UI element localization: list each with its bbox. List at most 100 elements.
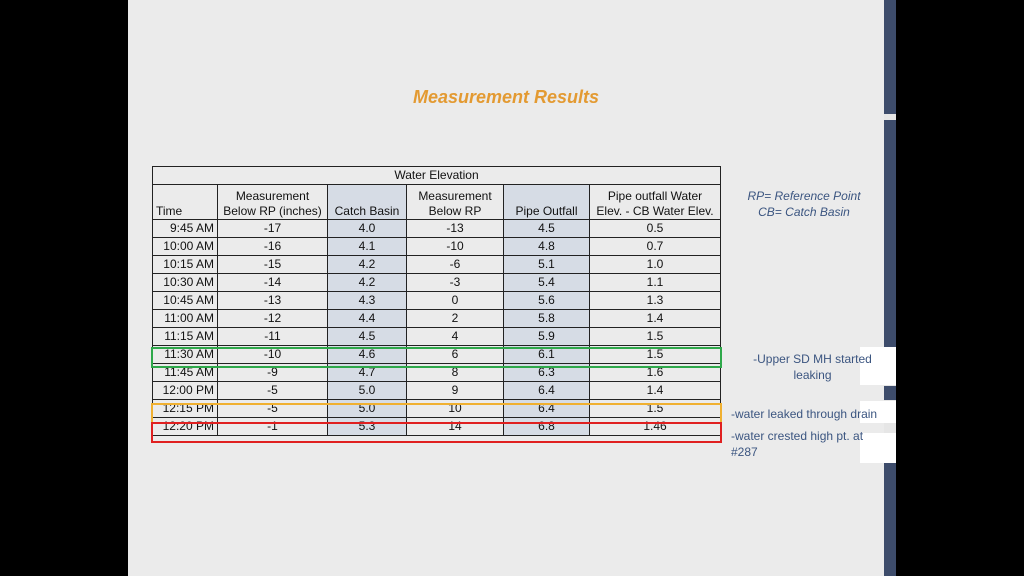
- data-row: 10:00 AM -16 4.1 -10 4.8 0.7: [152, 237, 721, 256]
- strip-block: [884, 462, 896, 576]
- results-table: Water Elevation Time Measurement Below RP …: [152, 166, 721, 436]
- value-cell: 4.2: [327, 255, 407, 274]
- header-line: Measurement: [235, 189, 310, 203]
- value-cell: 5.6: [503, 291, 590, 310]
- header-line: Pipe outfall Water: [607, 189, 703, 203]
- value-cell: 6.4: [503, 399, 590, 418]
- value-cell: 1.4: [589, 381, 721, 400]
- time-cell: 12:20 PM: [152, 417, 218, 436]
- strip-block: [884, 120, 896, 348]
- value-cell: 0.5: [589, 219, 721, 238]
- value-cell: 5.3: [327, 417, 407, 436]
- note-box: [860, 347, 896, 385]
- value-cell: 6: [406, 345, 504, 364]
- value-cell: -3: [406, 273, 504, 292]
- time-cell: 12:00 PM: [152, 381, 218, 400]
- time-cell: 11:30 AM: [152, 345, 218, 364]
- value-cell: 5.0: [327, 381, 407, 400]
- time-cell: 10:45 AM: [152, 291, 218, 310]
- annotation: -Upper SD MH started leaking: [753, 352, 872, 382]
- value-cell: 4.5: [327, 327, 407, 346]
- value-cell: 4.1: [327, 237, 407, 256]
- value-cell: 4.8: [503, 237, 590, 256]
- header-line: Below RP (inches): [223, 204, 322, 218]
- value-cell: -5: [217, 399, 328, 418]
- value-cell: 8: [406, 363, 504, 382]
- value-cell: -16: [217, 237, 328, 256]
- value-cell: 4.6: [327, 345, 407, 364]
- header-line: Time: [156, 204, 183, 218]
- time-cell: 11:15 AM: [152, 327, 218, 346]
- annotation: -water crested high pt. at #287: [731, 429, 864, 459]
- value-cell: -14: [217, 273, 328, 292]
- strip-block: [884, 386, 896, 400]
- value-cell: 4: [406, 327, 504, 346]
- value-cell: 9: [406, 381, 504, 400]
- value-cell: 5.0: [327, 399, 407, 418]
- value-cell: -10: [406, 237, 504, 256]
- value-cell: -1: [217, 417, 328, 436]
- strip-block: [884, 0, 896, 114]
- value-cell: 1.3: [589, 291, 721, 310]
- time-cell: 10:30 AM: [152, 273, 218, 292]
- column-header: Time: [152, 184, 218, 220]
- value-cell: 1.0: [589, 255, 721, 274]
- data-row: 10:45 AM -13 4.3 0 5.6 1.3: [152, 291, 721, 310]
- value-cell: 4.5: [503, 219, 590, 238]
- header-line: Pipe Outfall: [515, 204, 578, 218]
- value-cell: 5.1: [503, 255, 590, 274]
- value-cell: -13: [406, 219, 504, 238]
- time-cell: 11:00 AM: [152, 309, 218, 328]
- header-row: Time Measurement Below RP (inches) Catch Ba…: [152, 184, 721, 220]
- legend-line: CB= Catch Basin: [758, 205, 850, 219]
- value-cell: 4.7: [327, 363, 407, 382]
- note-box: [860, 433, 896, 463]
- header-line: Below RP: [428, 204, 482, 218]
- time-cell: 11:45 AM: [152, 363, 218, 382]
- time-cell: 12:15 PM: [152, 399, 218, 418]
- value-cell: 0.7: [589, 237, 721, 256]
- data-row: 11:00 AM -12 4.4 2 5.8 1.4: [152, 309, 721, 328]
- value-cell: 1.5: [589, 345, 721, 364]
- value-cell: -5: [217, 381, 328, 400]
- value-cell: 0: [406, 291, 504, 310]
- side-strip: [884, 0, 896, 576]
- header-line: Catch Basin: [334, 204, 400, 218]
- value-cell: 4.0: [327, 219, 407, 238]
- value-cell: 4.2: [327, 273, 407, 292]
- time-cell: 10:15 AM: [152, 255, 218, 274]
- value-cell: 10: [406, 399, 504, 418]
- value-cell: -6: [406, 255, 504, 274]
- data-row: 12:20 PM -1 5.3 14 6.8 1.46: [152, 417, 721, 436]
- note-box: [860, 401, 896, 423]
- group-header: Water Elevation: [152, 166, 721, 185]
- data-row: 12:00 PM -5 5.0 9 6.4 1.4: [152, 381, 721, 400]
- value-cell: -10: [217, 345, 328, 364]
- value-cell: 5.4: [503, 273, 590, 292]
- value-cell: 6.8: [503, 417, 590, 436]
- value-cell: 1.1: [589, 273, 721, 292]
- value-cell: 6.3: [503, 363, 590, 382]
- header-line: Elev. - CB Water Elev.: [596, 204, 714, 218]
- data-row: 10:30 AM -14 4.2 -3 5.4 1.1: [152, 273, 721, 292]
- value-cell: 4.3: [327, 291, 407, 310]
- data-row: 12:15 PM -5 5.0 10 6.4 1.5: [152, 399, 721, 418]
- value-cell: 1.5: [589, 327, 721, 346]
- column-header: Pipe Outfall: [503, 184, 590, 220]
- value-cell: 6.4: [503, 381, 590, 400]
- data-row: 10:15 AM -15 4.2 -6 5.1 1.0: [152, 255, 721, 274]
- data-row: 11:15 AM -11 4.5 4 5.9 1.5: [152, 327, 721, 346]
- value-cell: -15: [217, 255, 328, 274]
- time-cell: 10:00 AM: [152, 237, 218, 256]
- value-cell: 1.5: [589, 399, 721, 418]
- annotation: -water leaked through drain: [731, 407, 878, 421]
- value-cell: 2: [406, 309, 504, 328]
- value-cell: 6.1: [503, 345, 590, 364]
- column-header: Catch Basin: [327, 184, 407, 220]
- column-header: Measurement Below RP: [406, 184, 504, 220]
- header-line: Measurement: [418, 189, 492, 203]
- value-cell: 4.4: [327, 309, 407, 328]
- value-cell: 1.4: [589, 309, 721, 328]
- data-row: 11:45 AM -9 4.7 8 6.3 1.6: [152, 363, 721, 382]
